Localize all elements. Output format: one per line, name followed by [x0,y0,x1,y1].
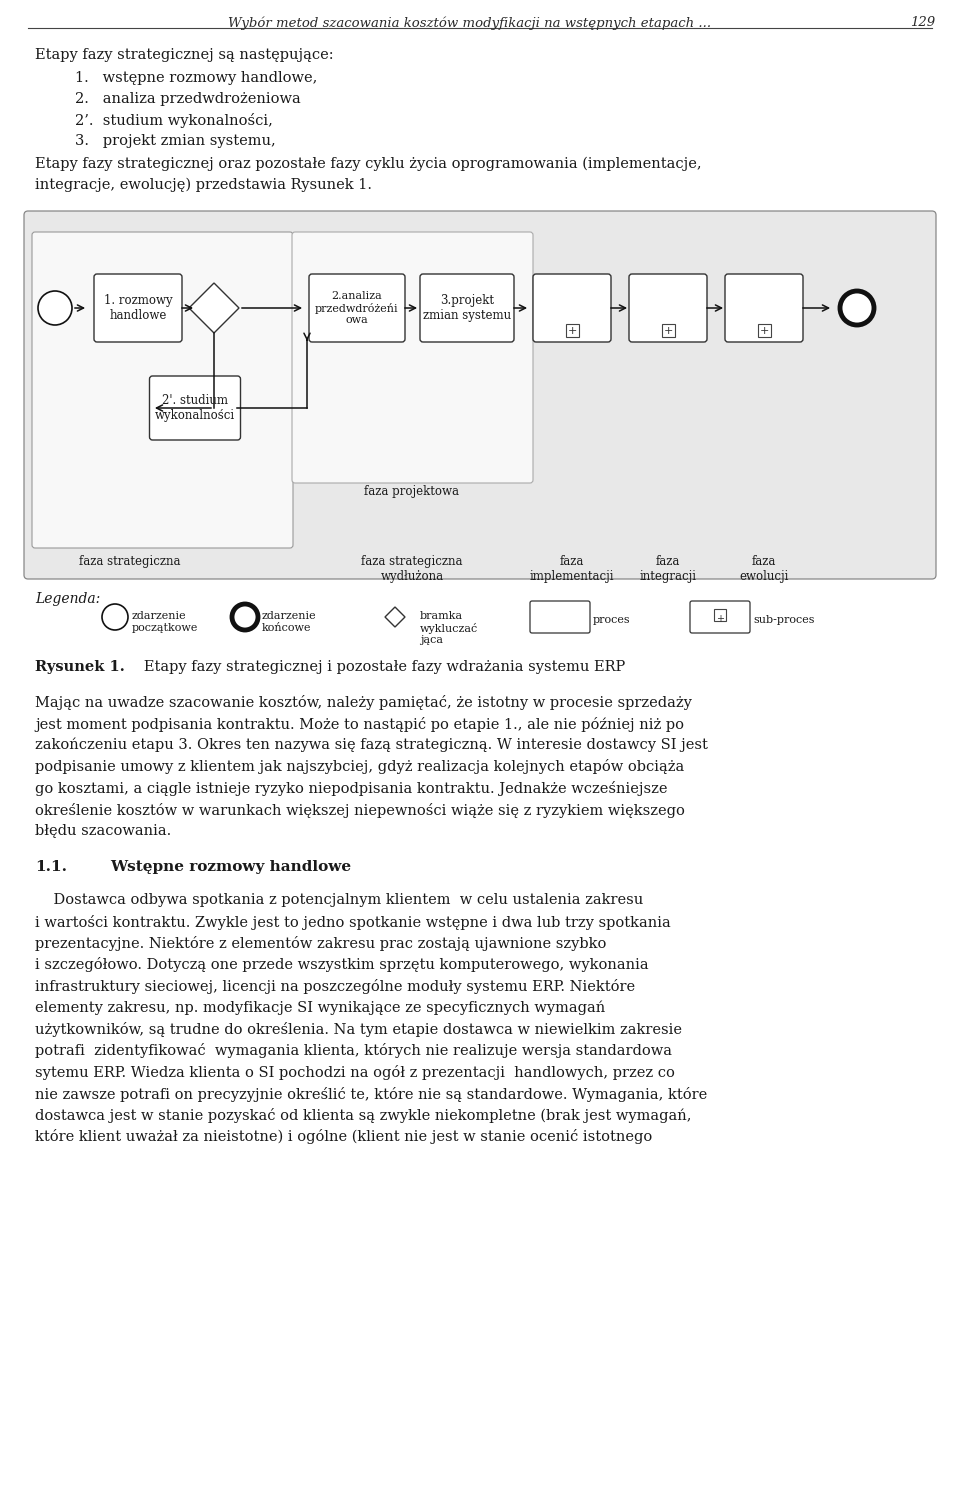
Text: +: + [716,614,724,624]
FancyBboxPatch shape [150,376,241,440]
FancyBboxPatch shape [661,323,675,337]
FancyBboxPatch shape [565,323,579,337]
Text: jest moment podpisania kontraktu. Może to nastąpić po etapie 1., ale nie później: jest moment podpisania kontraktu. Może t… [35,717,684,732]
Text: 3.projekt
zmian systemu: 3.projekt zmian systemu [423,293,511,322]
Text: 1.   wstępne rozmowy handlowe,: 1. wstępne rozmowy handlowe, [75,70,318,85]
Text: 3.   projekt zmian systemu,: 3. projekt zmian systemu, [75,135,276,148]
Text: faza strategiczna: faza strategiczna [80,555,180,567]
FancyBboxPatch shape [94,274,182,341]
Text: Wstępne rozmowy handlowe: Wstępne rozmowy handlowe [110,859,351,874]
Text: +: + [567,325,577,335]
Text: faza
integracji: faza integracji [639,555,697,582]
FancyBboxPatch shape [533,274,611,341]
Text: Rysunek 1.: Rysunek 1. [35,660,125,674]
Text: potrafi  zidentyfikować  wymagania klienta, których nie realizuje wersja standar: potrafi zidentyfikować wymagania klienta… [35,1043,672,1058]
Polygon shape [385,606,405,627]
Text: określenie kosztów w warunkach większej niepewności wiąże się z ryzykiem większe: określenie kosztów w warunkach większej … [35,802,684,817]
Text: 2.   analiza przedwdrożeniowa: 2. analiza przedwdrożeniowa [75,91,300,106]
FancyBboxPatch shape [309,274,405,341]
Text: podpisanie umowy z klientem jak najszybciej, gdyż realizacja kolejnych etapów ob: podpisanie umowy z klientem jak najszybc… [35,759,684,774]
Text: bramka
wykluczać
jąca: bramka wykluczać jąca [420,611,478,645]
Text: sub-proces: sub-proces [753,615,814,626]
FancyBboxPatch shape [420,274,514,341]
FancyBboxPatch shape [714,609,726,621]
Text: zdarzenie
końcowe: zdarzenie końcowe [262,611,317,633]
Text: Dostawca odbywa spotkania z potencjalnym klientem  w celu ustalenia zakresu: Dostawca odbywa spotkania z potencjalnym… [35,894,643,907]
Text: i szczegółowo. Dotyczą one przede wszystkim sprzętu komputerowego, wykonania: i szczegółowo. Dotyczą one przede wszyst… [35,958,649,973]
Text: faza strategiczna
wydłużona: faza strategiczna wydłużona [361,555,463,582]
Text: Etapy fazy strategicznej i pozostałe fazy wdrażania systemu ERP: Etapy fazy strategicznej i pozostałe faz… [130,660,625,674]
Text: prezentacyjne. Niektóre z elementów zakresu prac zostają ujawnione szybko: prezentacyjne. Niektóre z elementów zakr… [35,936,607,951]
Text: 2.analiza
przedwdróżeńi
owa: 2.analiza przedwdróżeńi owa [315,290,398,325]
FancyBboxPatch shape [530,600,590,633]
Text: nie zawsze potrafi on precyzyjnie określić te, które nie są standardowe. Wymagan: nie zawsze potrafi on precyzyjnie określ… [35,1087,708,1102]
Polygon shape [189,283,239,332]
FancyBboxPatch shape [690,600,750,633]
Text: dostawca jest w stanie pozyskać od klienta są zwykle niekompletne (brak jest wym: dostawca jest w stanie pozyskać od klien… [35,1108,691,1123]
Text: Etapy fazy strategicznej oraz pozostałe fazy cyklu życia oprogramowania (impleme: Etapy fazy strategicznej oraz pozostałe … [35,157,702,171]
Text: 2’.  studium wykonalności,: 2’. studium wykonalności, [75,112,273,129]
FancyBboxPatch shape [629,274,707,341]
Text: elementy zakresu, np. modyfikacje SI wynikające ze specyficznych wymagań: elementy zakresu, np. modyfikacje SI wyn… [35,1000,605,1015]
Text: 2'. studium
wykonalności: 2'. studium wykonalności [155,394,235,422]
Text: Wybór metod szacowania kosztów modyfikacji na wstępnych etapach ...: Wybór metod szacowania kosztów modyfikac… [228,16,711,30]
Text: 1.1.: 1.1. [35,859,67,874]
Text: go kosztami, a ciągle istnieje ryzyko niepodpisania kontraktu. Jednakże wcześnie: go kosztami, a ciągle istnieje ryzyko ni… [35,781,667,796]
Text: Legenda:: Legenda: [35,591,100,606]
Text: i wartości kontraktu. Zwykle jest to jedno spotkanie wstępne i dwa lub trzy spot: i wartości kontraktu. Zwykle jest to jed… [35,915,671,930]
FancyBboxPatch shape [24,211,936,579]
Circle shape [232,603,258,630]
Text: integracje, ewolucję) przedstawia Rysunek 1.: integracje, ewolucję) przedstawia Rysune… [35,178,372,193]
Text: zakończeniu etapu 3. Okres ten nazywa się fazą strategiczną. W interesie dostawc: zakończeniu etapu 3. Okres ten nazywa si… [35,738,708,753]
Circle shape [38,290,72,325]
FancyBboxPatch shape [32,232,293,548]
Text: błędu szacowania.: błędu szacowania. [35,823,171,838]
Text: faza projektowa: faza projektowa [365,485,460,499]
Text: +: + [663,325,673,335]
Text: faza
implementacji: faza implementacji [530,555,614,582]
Text: 129: 129 [910,16,935,28]
Text: 1. rozmowy
handlowe: 1. rozmowy handlowe [104,293,172,322]
FancyBboxPatch shape [725,274,803,341]
Text: użytkowników, są trudne do określenia. Na tym etapie dostawca w niewielkim zakre: użytkowników, są trudne do określenia. N… [35,1022,682,1037]
Text: Mając na uwadze szacowanie kosztów, należy pamiętać, że istotny w procesie sprze: Mając na uwadze szacowanie kosztów, nale… [35,695,692,710]
Text: +: + [759,325,769,335]
Text: faza
ewolucji: faza ewolucji [739,555,789,582]
Text: które klient uważał za nieistotne) i ogólne (klient nie jest w stanie ocenić ist: które klient uważał za nieistotne) i ogó… [35,1130,652,1145]
Circle shape [840,290,874,325]
Text: infrastruktury sieciowej, licencji na poszczególne moduły systemu ERP. Niektóre: infrastruktury sieciowej, licencji na po… [35,979,636,994]
Text: proces: proces [593,615,631,626]
Text: Etapy fazy strategicznej są następujące:: Etapy fazy strategicznej są następujące: [35,48,334,61]
FancyBboxPatch shape [292,232,533,484]
Text: sytemu ERP. Wiedza klienta o SI pochodzi na ogół z prezentacji  handlowych, prze: sytemu ERP. Wiedza klienta o SI pochodzi… [35,1064,675,1079]
Circle shape [102,603,128,630]
Text: zdarzenie
początkowe: zdarzenie początkowe [132,611,199,633]
FancyBboxPatch shape [757,323,771,337]
